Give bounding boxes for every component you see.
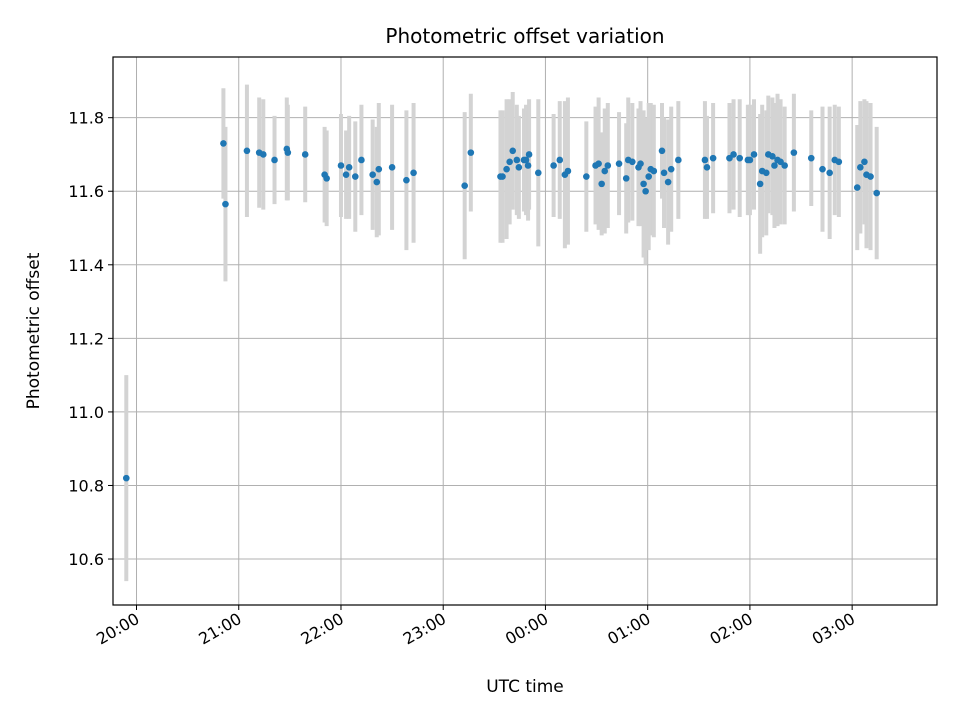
y-tick-label: 11.0 [68,403,104,422]
data-point [522,156,530,164]
data-point [771,162,778,169]
data-point [345,164,353,171]
y-tick-label: 10.6 [68,550,104,569]
data-point [660,169,668,177]
data-point [403,176,410,184]
data-point [524,162,532,169]
data-point [675,156,682,164]
data-point [506,158,513,166]
data-point [301,151,309,158]
data-point [637,160,644,167]
point-layer [122,140,880,482]
data-point [604,162,612,169]
data-point [640,180,647,188]
data-point [509,147,517,155]
data-point [819,165,826,173]
data-point [323,175,330,182]
x-axis-label: UTC time [486,677,564,697]
data-point [826,169,833,177]
plot-frame [112,56,938,606]
data-point [342,171,350,178]
chart-title: Photometric offset variation [385,24,664,48]
data-point [564,167,572,175]
data-point [642,187,649,195]
data-point [781,162,788,169]
data-point [534,169,542,177]
data-point [513,156,521,164]
data-point [622,175,630,182]
data-point [375,165,383,173]
data-point [769,153,776,160]
data-point [373,178,381,186]
data-point [730,151,737,158]
data-point [388,164,396,171]
data-point [746,156,754,164]
data-point [650,167,658,175]
data-point [271,156,278,164]
data-point [351,173,359,180]
data-point [701,156,709,164]
data-point [461,182,468,190]
y-tick-label: 11.4 [68,256,104,275]
data-point [601,167,609,175]
data-point [667,165,675,173]
data-point [122,474,130,482]
data-point [750,151,758,158]
data-point [658,147,666,155]
data-point [703,164,711,171]
data-point [515,164,523,171]
data-point [835,158,843,166]
y-tick-label: 11.2 [68,329,104,348]
data-point [709,154,717,162]
data-point [615,160,623,167]
data-point [861,158,868,166]
data-point [736,154,743,162]
data-point [499,173,506,180]
y-tick-label: 10.8 [68,476,104,495]
data-point [762,169,770,177]
data-point [220,140,227,147]
data-point [358,156,365,164]
data-point [595,160,602,167]
data-point [369,171,376,178]
data-point [867,173,874,180]
data-point [629,158,636,166]
data-point [284,149,292,156]
y-axis-label: Photometric offset [24,252,44,409]
data-point [598,180,605,188]
data-point [873,189,880,197]
data-point [259,151,267,158]
data-point [525,151,533,158]
data-point [853,184,861,191]
y-tick-label: 11.8 [68,109,104,128]
data-point [583,173,590,180]
data-point [222,200,229,208]
data-point [467,149,475,156]
data-point [550,162,557,169]
data-point [807,154,815,162]
data-point [243,147,251,155]
data-point [857,164,864,171]
data-point [337,162,345,169]
y-tick-label: 11.6 [68,182,104,201]
data-point [645,173,653,180]
data-point [410,169,417,177]
data-point [503,165,510,173]
data-point [756,180,764,188]
data-point [556,156,564,164]
data-point [790,149,798,156]
data-point [664,178,672,186]
